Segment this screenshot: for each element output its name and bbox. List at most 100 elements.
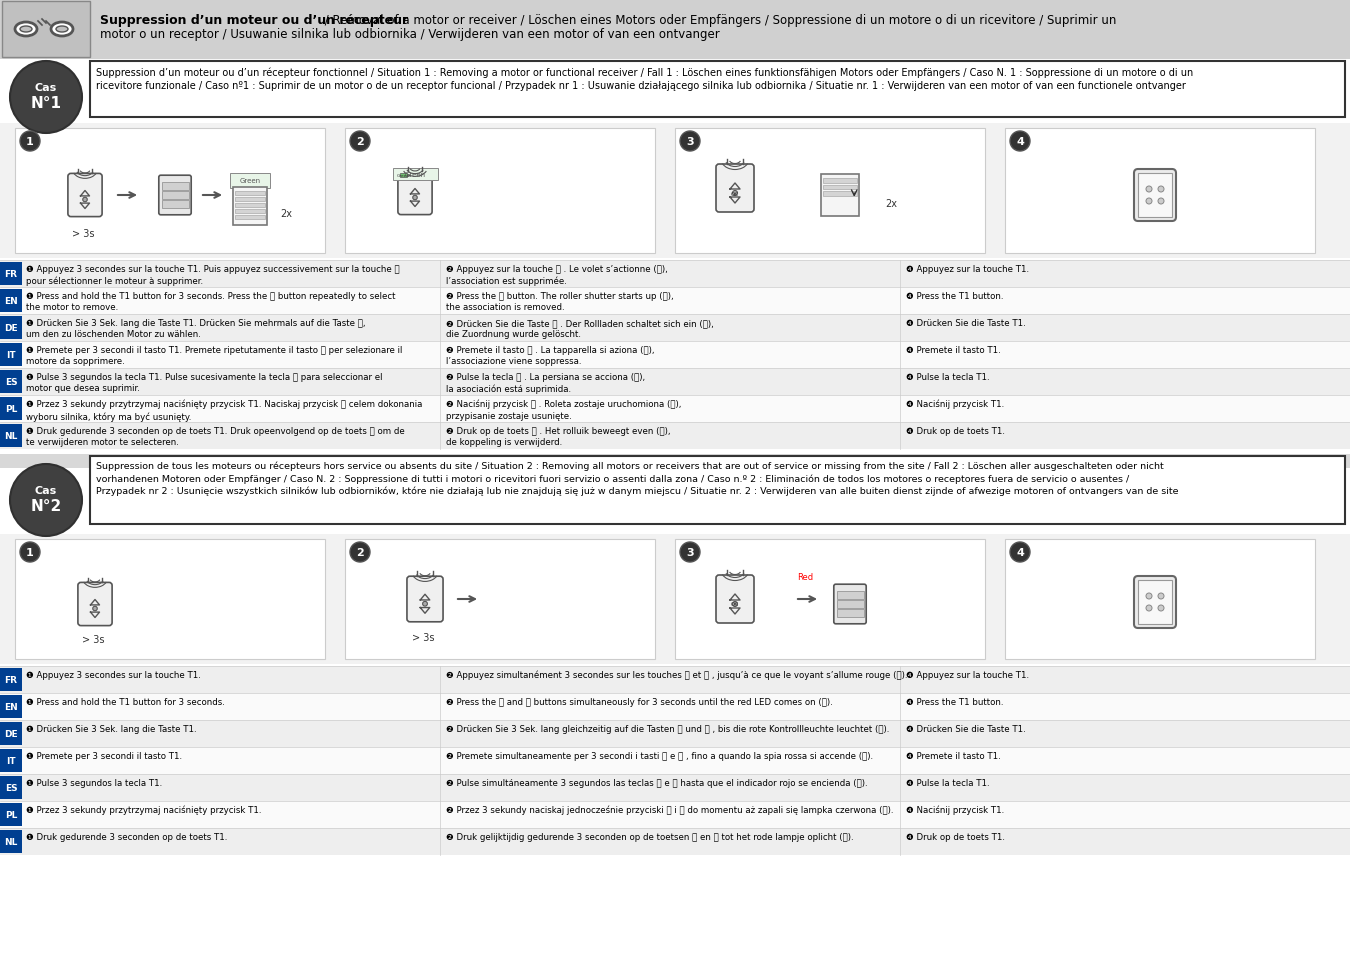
Circle shape: [1010, 542, 1030, 562]
Text: ❶ Przez 3 sekundy przytrzymaj naciśnięty przycisk T1. Naciskaj przycisk Ⓨ celem : ❶ Przez 3 sekundy przytrzymaj naciśnięty…: [26, 399, 423, 421]
Bar: [346, 539, 655, 659]
Text: ❶ Appuyez 3 secondes sur la touche T1.: ❶ Appuyez 3 secondes sur la touche T1.: [26, 670, 201, 679]
Text: ❷ Naciśnij przycisk Ⓧ . Roleta zostaje uruchomiona (Ⓨ),
przypisanie zostaje usun: ❷ Naciśnij przycisk Ⓧ . Roleta zostaje u…: [446, 399, 682, 420]
Text: DE: DE: [4, 324, 18, 333]
Text: ❹ Pulse la tecla T1.: ❹ Pulse la tecla T1.: [906, 373, 990, 381]
Text: ❶ Drücken Sie 3 Sek. lang die Taste T1.: ❶ Drücken Sie 3 Sek. lang die Taste T1.: [26, 724, 197, 733]
Circle shape: [1158, 605, 1164, 612]
Bar: [0, 344, 22, 367]
FancyBboxPatch shape: [716, 576, 755, 623]
Text: ❹ Premete il tasto T1.: ❹ Premete il tasto T1.: [906, 751, 1000, 760]
Text: ❶ Appuyez 3 secondes sur la touche T1. Puis appuyez successivement sur la touche: ❶ Appuyez 3 secondes sur la touche T1. P…: [26, 265, 400, 286]
FancyBboxPatch shape: [406, 577, 443, 622]
Text: ❹ Drücken Sie die Taste T1.: ❹ Drücken Sie die Taste T1.: [906, 724, 1026, 733]
Text: OK: OK: [732, 192, 738, 196]
Bar: [235, 203, 266, 208]
Text: ❷ Appuyez sur la touche Ⓧ . Le volet s’actionne (Ⓨ),
l’association est supprimée: ❷ Appuyez sur la touche Ⓧ . Le volet s’a…: [446, 265, 668, 286]
Ellipse shape: [51, 23, 73, 37]
Bar: [0, 749, 22, 772]
Bar: [837, 600, 864, 608]
Text: ❹ Druk op de toets T1.: ❹ Druk op de toets T1.: [906, 427, 1004, 436]
Text: 4: 4: [1017, 137, 1023, 147]
Text: ❶ Drücken Sie 3 Sek. lang die Taste T1. Drücken Sie mehrmals auf die Taste Ⓨ,
um: ❶ Drücken Sie 3 Sek. lang die Taste T1. …: [26, 318, 366, 339]
Ellipse shape: [55, 27, 68, 33]
Bar: [400, 174, 406, 177]
Text: N°2: N°2: [31, 499, 62, 514]
Circle shape: [680, 132, 701, 152]
Circle shape: [82, 198, 88, 203]
Bar: [824, 179, 857, 184]
Circle shape: [1158, 594, 1164, 599]
Bar: [0, 422, 1350, 450]
Bar: [1004, 129, 1315, 253]
Circle shape: [20, 132, 40, 152]
Bar: [0, 747, 1350, 774]
Ellipse shape: [15, 23, 36, 37]
Text: ❹ Press the T1 button.: ❹ Press the T1 button.: [906, 698, 1003, 706]
Bar: [824, 192, 857, 196]
Circle shape: [680, 542, 701, 562]
Text: Cas: Cas: [35, 485, 57, 496]
Circle shape: [1146, 594, 1152, 599]
Bar: [821, 175, 859, 216]
Circle shape: [9, 464, 82, 537]
Bar: [235, 197, 266, 202]
Text: > 3s: > 3s: [82, 635, 104, 644]
Text: ❹ Drücken Sie die Taste T1.: ❹ Drücken Sie die Taste T1.: [906, 318, 1026, 328]
Text: Green: Green: [405, 172, 425, 178]
Text: Green: Green: [239, 178, 261, 184]
Text: ❷ Drücken Sie die Taste Ⓧ . Der Rollladen schaltet sich ein (Ⓨ),
die Zuordnung w: ❷ Drücken Sie die Taste Ⓧ . Der Rolllade…: [446, 318, 714, 339]
Text: Suppression d’un moteur ou d’un récepteur: Suppression d’un moteur ou d’un récepteu…: [100, 14, 408, 27]
FancyBboxPatch shape: [68, 174, 103, 217]
Circle shape: [93, 607, 97, 611]
Text: IT: IT: [7, 351, 16, 359]
Bar: [0, 696, 22, 719]
Bar: [0, 803, 22, 826]
Text: 4: 4: [1017, 547, 1023, 558]
Text: ❷ Premete il tasto Ⓧ . La tapparella si aziona (Ⓨ),
l’associazione viene soppres: ❷ Premete il tasto Ⓧ . La tapparella si …: [446, 346, 655, 366]
Bar: [0, 666, 1350, 693]
Text: ❷ Press the Ⓐ and Ⓨ buttons simultaneously for 3 seconds until the red LED comes: ❷ Press the Ⓐ and Ⓨ buttons simultaneous…: [446, 698, 833, 706]
Text: ❷ Drücken Sie 3 Sek. lang gleichzeitig auf die Tasten Ⓐ und Ⓨ , bis die rote Kon: ❷ Drücken Sie 3 Sek. lang gleichzeitig a…: [446, 724, 890, 733]
Text: ❹ Naciśnij przycisk T1.: ❹ Naciśnij przycisk T1.: [906, 399, 1004, 409]
Bar: [0, 535, 1350, 664]
Text: ES: ES: [4, 377, 18, 387]
Bar: [1138, 173, 1172, 218]
FancyBboxPatch shape: [1134, 170, 1176, 222]
Text: 2x: 2x: [886, 199, 896, 209]
Text: / Removal of a motor or receiver / Löschen eines Motors oder Empfängers / Soppre: / Removal of a motor or receiver / Lösch…: [321, 14, 1116, 27]
Text: ❹ Appuyez sur la touche T1.: ❹ Appuyez sur la touche T1.: [906, 670, 1029, 679]
Circle shape: [1010, 132, 1030, 152]
Text: Suppression d’un moteur ou d’un récepteur fonctionnel / Situation 1 : Removing a: Suppression d’un moteur ou d’un récepteu…: [96, 67, 1193, 91]
Bar: [0, 801, 1350, 828]
Text: ❶ Press and hold the T1 button for 3 seconds.: ❶ Press and hold the T1 button for 3 sec…: [26, 698, 225, 706]
FancyBboxPatch shape: [716, 165, 755, 213]
Bar: [0, 288, 1350, 314]
Text: ❹ Press the T1 button.: ❹ Press the T1 button.: [906, 292, 1003, 301]
Bar: [162, 183, 189, 191]
Text: Cas: Cas: [35, 83, 57, 92]
Circle shape: [350, 132, 370, 152]
Circle shape: [20, 542, 40, 562]
Bar: [0, 828, 1350, 855]
Text: ❷ Druk op de toets Ⓧ . Het rolluik beweegt even (Ⓨ),
de koppeling is verwijderd.: ❷ Druk op de toets Ⓧ . Het rolluik bewee…: [446, 427, 671, 447]
Bar: [0, 774, 1350, 801]
Text: ❶ Przez 3 sekundy przytrzymaj naciśnięty przycisk T1.: ❶ Przez 3 sekundy przytrzymaj naciśnięty…: [26, 805, 262, 815]
Text: Green: Green: [397, 173, 410, 178]
Text: ❶ Pulse 3 segundos la tecla T1. Pulse sucesivamente la tecla Ⓨ para seleccionar : ❶ Pulse 3 segundos la tecla T1. Pulse su…: [26, 373, 382, 393]
Bar: [1, 2, 90, 58]
Text: motor o un receptor / Usuwanie silnika lub odbiornika / Verwijderen van een moto: motor o un receptor / Usuwanie silnika l…: [100, 28, 720, 41]
Circle shape: [1158, 187, 1164, 193]
Circle shape: [9, 62, 82, 133]
Text: ❶ Press and hold the T1 button for 3 seconds. Press the Ⓨ button repeatedly to s: ❶ Press and hold the T1 button for 3 sec…: [26, 292, 396, 313]
FancyBboxPatch shape: [1134, 577, 1176, 628]
Text: ❶ Premete per 3 secondi il tasto T1. Premete ripetutamente il tasto Ⓨ per selezi: ❶ Premete per 3 secondi il tasto T1. Pre…: [26, 346, 402, 366]
Circle shape: [733, 192, 737, 196]
Text: ❷ Press the Ⓧ button. The roller shutter starts up (Ⓨ),
the association is remov: ❷ Press the Ⓧ button. The roller shutter…: [446, 292, 674, 313]
Bar: [90, 456, 1345, 524]
Text: N°1: N°1: [31, 96, 62, 112]
Text: 3: 3: [686, 547, 694, 558]
Text: > 3s: > 3s: [412, 633, 435, 642]
Bar: [0, 693, 1350, 720]
Text: 1: 1: [26, 547, 34, 558]
